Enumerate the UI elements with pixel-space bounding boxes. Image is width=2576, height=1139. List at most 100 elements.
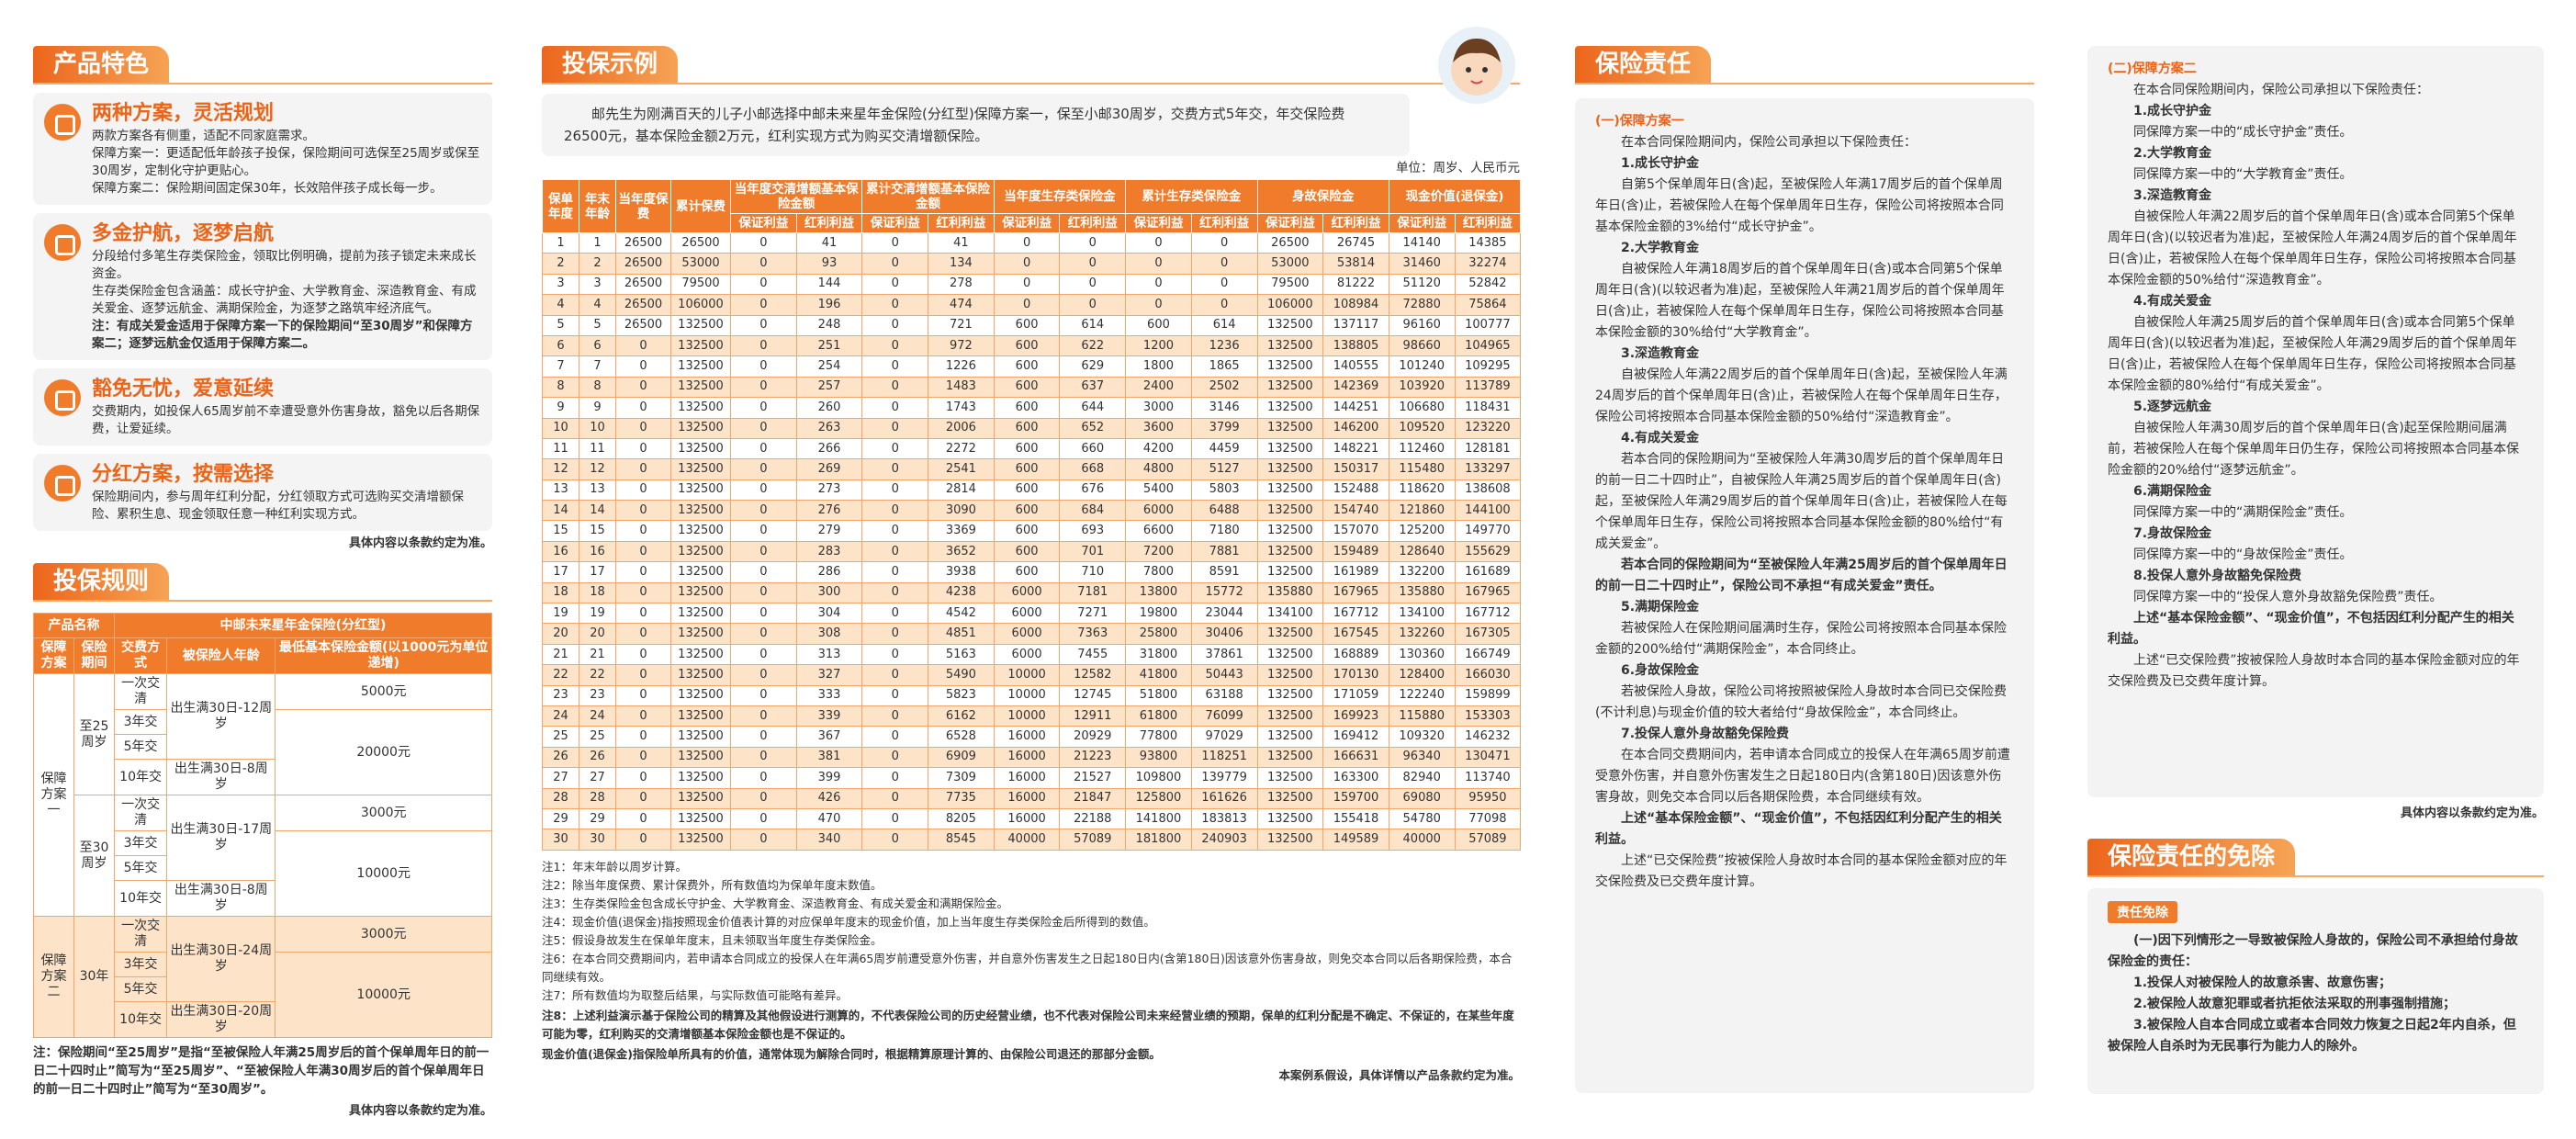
table-cell: 0 — [730, 376, 797, 399]
table-cell: 26500 — [615, 253, 671, 275]
table-cell: 12 — [579, 458, 616, 480]
table-cell: 0 — [861, 540, 929, 563]
section-title: 产品特色 — [33, 46, 492, 85]
table-cell: 96160 — [1388, 314, 1456, 336]
table-cell: 21 — [542, 643, 579, 666]
table-row: 2 2 26500 53000 0 93 0 134 0 0 0 0 53000 53814 31460 32… — [542, 253, 1522, 275]
table-cell: 2400 — [1125, 376, 1192, 399]
table-cell: 17 — [579, 561, 616, 583]
table-cell: 16000 — [993, 807, 1061, 830]
paragraph: 注7：所有数值均为取整后结果，与实际数值可能略有差异。 — [542, 987, 848, 1002]
table-cell: 132500 — [1256, 314, 1324, 336]
table-cell: 0 — [615, 479, 671, 502]
table-cell: 9 — [542, 397, 579, 419]
table-cell: 132500 — [1256, 684, 1324, 706]
table-header: 保单年度 — [542, 179, 579, 233]
table-cell: 0 — [1190, 231, 1258, 254]
table-cell: 128640 — [1388, 540, 1456, 563]
table-cell: 0 — [861, 829, 929, 851]
table-cell: 3369 — [928, 520, 995, 542]
table-cell: 0 — [861, 664, 929, 686]
table-cell: 0 — [615, 458, 671, 480]
table-cell: 333 — [795, 684, 863, 706]
table-header: 累计生存类保险金 — [1125, 179, 1258, 214]
table-cell: 0 — [730, 334, 797, 357]
table-cell: 0 — [730, 603, 797, 625]
table-cell: 614 — [1059, 314, 1127, 336]
paragraph: 若被保险人身故，保险公司将按照被保险人身故时本合同已交保险费(不计利息)与现金价… — [1595, 684, 2007, 720]
table-cell: 622 — [1059, 334, 1127, 357]
table-cell: 0 — [861, 684, 929, 706]
table-cell: 15 — [579, 520, 616, 542]
table-cell: 132500 — [670, 623, 731, 645]
table-cell: 10 — [579, 417, 616, 439]
table-cell: 132500 — [1256, 767, 1324, 789]
table-cell: 5163 — [928, 643, 995, 666]
table-cell: 155418 — [1322, 807, 1389, 830]
table-cell: 668 — [1059, 458, 1127, 480]
bold-paragraph: 2.被保险人故意犯罪或者抗拒依法采取的刑事强制措施； — [2133, 997, 2457, 1011]
table-cell: 161689 — [1454, 561, 1522, 583]
table-cell: 600 — [993, 334, 1061, 357]
table-cell: 5年交 — [113, 976, 168, 1002]
paragraph: 注2：除当年度保费、累计保费外，所有数值均为保单年度末数值。 — [542, 877, 883, 892]
table-cell: 0 — [1059, 231, 1127, 254]
paragraph: 分段给付多笔生存类保险金，领取比例明确，提前为孩子锁定未来成长资金。 — [92, 249, 477, 281]
table-cell: 0 — [730, 807, 797, 830]
table-row: 21 21 0 132500 0 313 0 5163 6000 7455 31800 37861 13… — [542, 643, 1522, 666]
table-cell: 0 — [730, 643, 797, 666]
table-cell: 132500 — [670, 807, 731, 830]
table-header: 最低基本保险金额(以1000元为单位递增) — [275, 637, 492, 674]
table-cell: 134 — [928, 253, 995, 275]
table-cell: 0 — [993, 273, 1061, 296]
table-cell: 10000元 — [275, 952, 492, 1038]
paragraph: 注1：年末年龄以周岁计算。 — [542, 859, 687, 874]
table-cell: 171059 — [1322, 684, 1389, 706]
table-cell: 313 — [795, 643, 863, 666]
paragraph: 在本合同保险期间内，保险公司承担以下保险责任： — [1621, 135, 1917, 150]
feature-body: 交费期内，如投保人65周岁前不幸遭受意外伤害身故，豁免以后各期保费，让爱延续。 — [92, 403, 481, 438]
table-cell: 149770 — [1454, 520, 1522, 542]
paragraph: 自被保险人年满30周岁后的首个保单周年日(含)起至保险期间届满前，若被保险人在每… — [2108, 421, 2519, 478]
table-cell: 2 — [542, 253, 579, 275]
left-column: 产品特色 两种方案，灵活规划 两款方案各有侧重，适配不同家庭需求。 保障方案一：更适配… — [33, 46, 492, 1120]
table-cell: 600 — [993, 500, 1061, 522]
table-cell: 132500 — [670, 705, 731, 727]
table-cell: 0 — [861, 787, 929, 809]
table-cell: 138608 — [1454, 479, 1522, 502]
table-cell: 0 — [615, 787, 671, 809]
table-cell: 0 — [615, 807, 671, 830]
paragraph: 同保障方案一中的“满期保险金”责任。 — [2133, 505, 2353, 520]
table-cell: 600 — [993, 458, 1061, 480]
table-cell: 139779 — [1190, 767, 1258, 789]
table-cell: 710 — [1059, 561, 1127, 583]
item-heading: 2.大学教育金 — [2133, 146, 2212, 161]
table-cell: 26500 — [615, 294, 671, 316]
table-cell: 0 — [615, 664, 671, 686]
table-cell: 109295 — [1454, 355, 1522, 378]
table-cell: 132500 — [670, 437, 731, 460]
table-head: 保单年度 年末年龄 当年度保费 累计保费 当年度交清增额基本保险金额 累计交清增额基本保险… — [542, 179, 1522, 233]
table-cell: 0 — [993, 231, 1061, 254]
table-cell: 106000 — [670, 294, 731, 316]
table-cell: 113740 — [1454, 767, 1522, 789]
table-cell: 0 — [730, 664, 797, 686]
table-cell: 600 — [993, 417, 1061, 439]
table-cell: 113789 — [1454, 376, 1522, 399]
table-cell: 637 — [1059, 376, 1127, 399]
table-cell: 166030 — [1454, 664, 1522, 686]
table-cell: 0 — [730, 746, 797, 769]
table-cell: 132500 — [1256, 643, 1324, 666]
table-cell: 0 — [861, 807, 929, 830]
table-cell: 0 — [1059, 294, 1127, 316]
table-cell: 0 — [730, 829, 797, 851]
table-cell: 161989 — [1322, 561, 1389, 583]
table-row: 22 22 0 132500 0 327 0 5490 10000 12582 41800 50443… — [542, 664, 1522, 686]
table-cell: 5 — [579, 314, 616, 336]
table-cell: 93 — [795, 253, 863, 275]
table-cell: 2 — [579, 253, 616, 275]
table-cell: 273 — [795, 479, 863, 502]
table-cell: 1200 — [1125, 334, 1192, 357]
paragraph: 同保障方案一中的“投保人意外身故豁免保险费”责任。 — [2133, 590, 2443, 604]
table-cell: 0 — [861, 417, 929, 439]
